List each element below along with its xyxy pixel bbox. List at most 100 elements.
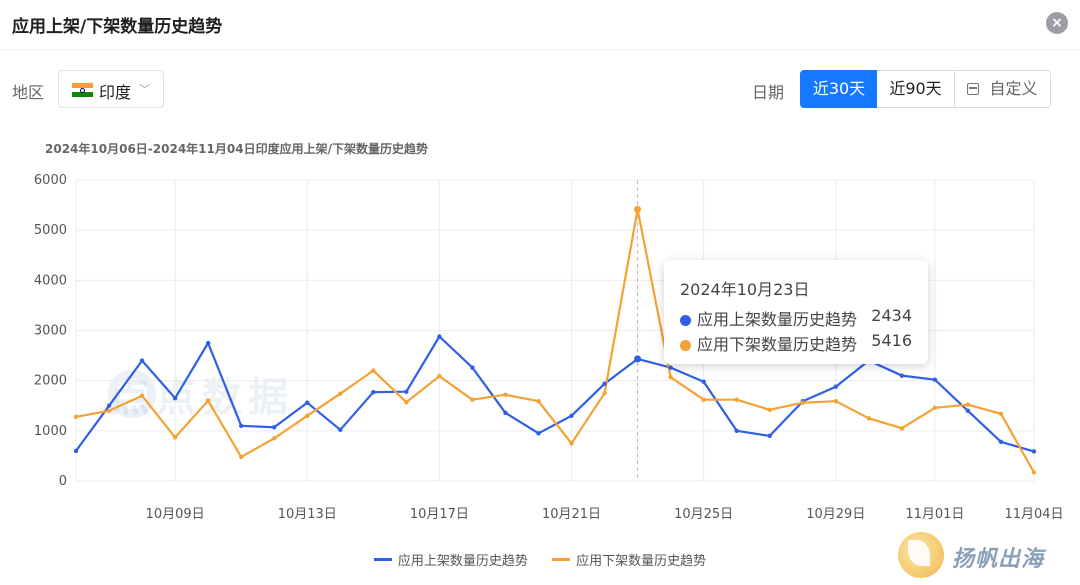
data-point-series-1 xyxy=(106,408,112,413)
brand-watermark: 扬帆出海 xyxy=(898,532,1078,582)
data-point-series-1 xyxy=(998,411,1004,416)
x-tick-label: 10月21日 xyxy=(542,507,601,522)
data-point-series-0 xyxy=(569,413,574,418)
data-point-series-1 xyxy=(767,407,772,412)
tooltip-value-delisted: 5416 xyxy=(871,331,912,350)
range-90-days-button[interactable]: 近90天 xyxy=(877,70,955,108)
legend-label-delisted: 应用下架数量历史趋势 xyxy=(576,554,707,569)
region-select[interactable]: 印度 ﹀ xyxy=(58,70,164,108)
tooltip-series-delisted: 应用下架数量历史趋势 xyxy=(697,335,858,354)
data-point-series-1 xyxy=(238,454,244,460)
x-tick-label: 11月01日 xyxy=(905,507,964,522)
data-point-series-0 xyxy=(272,425,277,430)
y-tick-label: 3000 xyxy=(34,324,67,339)
brand-logo-icon xyxy=(898,532,944,578)
data-point-series-1 xyxy=(602,391,607,396)
data-point-series-1 xyxy=(668,374,673,380)
tooltip-dot-delisted xyxy=(680,340,691,351)
data-point-series-1 xyxy=(503,392,508,397)
y-tick-label: 0 xyxy=(59,474,67,489)
data-point-series-1 xyxy=(701,397,706,402)
data-point-series-0 xyxy=(238,423,244,429)
x-tick-label: 10月09日 xyxy=(146,507,205,522)
region-value: 印度 xyxy=(99,83,132,102)
data-point-series-0 xyxy=(106,403,112,408)
range-custom-label: 自定义 xyxy=(989,79,1038,98)
close-icon[interactable]: × xyxy=(1046,12,1068,34)
data-point-series-1 xyxy=(800,400,805,405)
tooltip-row-listed: 应用上架数量历史趋势 2434 xyxy=(680,306,912,331)
data-point-series-1 xyxy=(172,435,178,440)
data-point-series-0 xyxy=(305,400,310,405)
data-point-series-1 xyxy=(139,393,145,398)
data-point-series-0 xyxy=(932,377,938,382)
data-point-series-0 xyxy=(833,384,838,389)
x-tick-label: 11月04日 xyxy=(1004,507,1063,522)
data-point-series-0 xyxy=(899,373,905,378)
data-point-series-0 xyxy=(73,448,79,454)
chevron-down-icon: ﹀ xyxy=(139,83,150,96)
data-point-series-0 xyxy=(767,433,772,439)
region-label: 地区 xyxy=(12,83,45,102)
data-point-series-0 xyxy=(503,410,508,415)
data-point-series-1 xyxy=(899,426,905,431)
y-tick-label: 1000 xyxy=(34,424,67,439)
data-point-series-1 xyxy=(1031,470,1037,475)
range-30-days-button[interactable]: 近30天 xyxy=(800,70,878,108)
x-tick-label: 10月25日 xyxy=(674,507,733,522)
tooltip-series-listed: 应用上架数量历史趋势 xyxy=(697,310,858,329)
data-point-series-1 xyxy=(932,405,938,410)
data-point-series-1 xyxy=(734,397,739,402)
brand-name: 扬帆出海 xyxy=(952,547,1045,572)
data-point-series-0 xyxy=(404,389,409,394)
legend-item-delisted[interactable]: 应用下架数量历史趋势 xyxy=(552,550,706,569)
data-point-series-1 xyxy=(833,399,838,404)
legend-label-listed: 应用上架数量历史趋势 xyxy=(397,554,528,569)
data-point-series-1 xyxy=(866,416,872,421)
india-flag-icon xyxy=(72,83,93,97)
series-line-1 xyxy=(75,208,1035,474)
data-point-series-0 xyxy=(998,439,1004,445)
data-point-series-1 xyxy=(437,373,442,379)
range-custom-button[interactable]: 自定义 xyxy=(955,70,1051,108)
data-point-series-0 xyxy=(668,365,673,370)
legend-item-listed[interactable]: 应用上架数量历史趋势 xyxy=(373,550,528,569)
dialog-header: 应用上架/下架数量历史趋势 × xyxy=(0,0,1080,50)
data-point-series-1 xyxy=(536,399,541,404)
data-point-series-0 xyxy=(437,334,442,339)
dialog-title: 应用上架/下架数量历史趋势 xyxy=(12,17,223,37)
tooltip-dot-listed xyxy=(680,315,691,326)
x-tick-label: 10月13日 xyxy=(278,507,337,522)
data-point-series-1 xyxy=(73,414,79,419)
data-point-series-0 xyxy=(139,358,145,363)
calendar-icon xyxy=(967,83,980,95)
data-point-series-1 xyxy=(305,413,310,418)
data-point-series-1 xyxy=(404,400,409,405)
data-point-series-1 xyxy=(371,368,376,373)
data-point-series-1 xyxy=(569,441,574,446)
data-point-series-0 xyxy=(536,431,541,436)
data-point-series-1 xyxy=(965,402,971,407)
data-point-series-0 xyxy=(172,396,178,401)
y-tick-label: 2000 xyxy=(34,374,67,389)
chart-title: 2024年10月06日-2024年11月04日印度应用上架/下架数量历史趋势 xyxy=(45,142,428,156)
x-tick-label: 10月29日 xyxy=(806,507,865,522)
data-point-series-1 xyxy=(470,397,475,402)
data-point-series-0 xyxy=(734,428,739,434)
date-label: 日期 xyxy=(752,83,785,102)
data-point-series-0 xyxy=(338,427,343,433)
data-point-series-1 xyxy=(205,398,211,403)
data-point-series-0 xyxy=(205,340,211,346)
chart-tooltip: 2024年10月23日 应用上架数量历史趋势 2434 应用下架数量历史趋势 5… xyxy=(664,260,928,364)
data-point-series-0 xyxy=(371,390,376,395)
data-point-series-0 xyxy=(470,365,475,370)
y-tick-label: 4000 xyxy=(34,273,67,288)
data-point-series-1 xyxy=(272,436,277,441)
y-tick-label: 5000 xyxy=(34,223,67,238)
tooltip-date: 2024年10月23日 xyxy=(680,280,810,299)
data-point-series-0 xyxy=(701,379,706,384)
data-point-series-0 xyxy=(965,408,971,413)
data-point-series-1 xyxy=(634,205,642,213)
chart-legend: 应用上架数量历史趋势 应用下架数量历史趋势 xyxy=(0,550,1080,569)
y-tick-label: 6000 xyxy=(34,173,67,188)
